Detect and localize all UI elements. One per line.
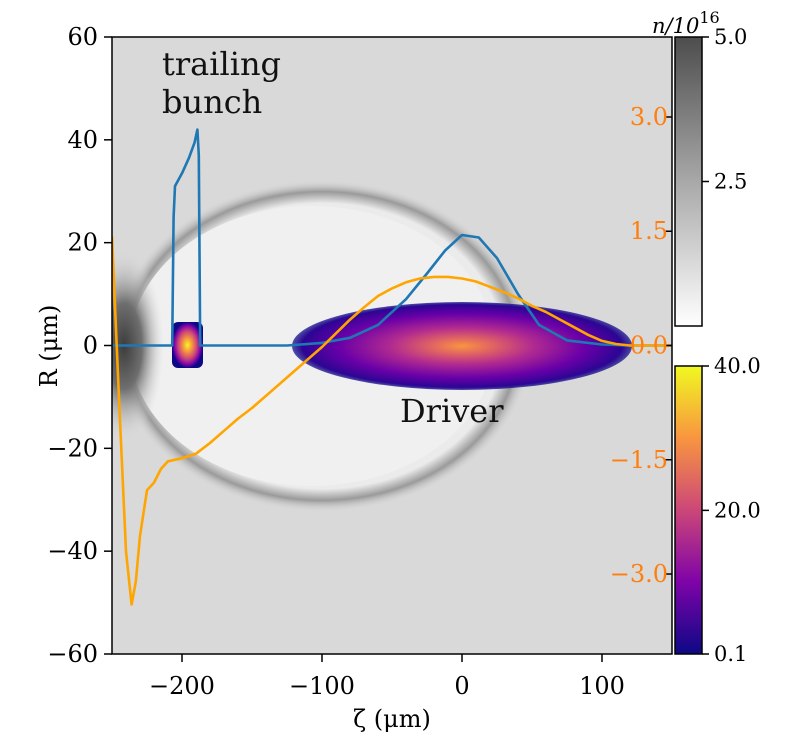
y-tick-label: −60 [47,640,98,668]
colorbar-tick-label: 5.0 [714,25,747,49]
colorbar-tick-label: 2.5 [714,170,747,194]
plot-area [112,37,672,654]
right-tick-label: 1.5 [630,217,668,245]
right-tick-label: 3.0 [630,103,668,131]
colorbar-tick-label: 20.0 [714,498,761,522]
series-line-1 [112,128,672,347]
density-colorbar [674,36,703,327]
x-axis-label: ζ (μm) [353,705,431,733]
line-series [112,128,672,606]
y-tick-label: 40 [67,126,98,154]
bunch-colorbar [674,365,703,655]
right-axis: 3.0 1.5 0.0 −1.5 −3.0 [610,103,672,588]
driver-label: Driver [400,392,504,430]
colorbar-ticks: 5.0 2.5 40.0 20.0 0.1 [702,25,761,666]
annotation-line: Driver [400,392,504,430]
annotation-line: trailing [162,45,281,83]
y-axis-label: R (μm) [35,305,63,388]
x-tick-label: −100 [289,672,355,700]
driver-bunch [292,302,632,390]
colorbar-tick-label: 0.1 [714,642,747,666]
y-axis: 60 40 20 0 −20 −40 −60 [47,23,112,668]
series-line-2 [112,236,672,606]
y-tick-label: −20 [47,434,98,462]
colorbar-tick-label: 40.0 [714,354,761,378]
y-tick-label: 0 [83,332,98,360]
trailing-bunch-density [172,322,203,368]
x-axis: −200 −100 0 100 [149,654,625,700]
right-tick-label: −3.0 [610,560,668,588]
trailing-bunch-label: trailing bunch [162,45,281,121]
annotation-line: bunch [162,83,262,121]
x-tick-label: −200 [149,672,215,700]
right-tick-label: −1.5 [610,446,668,474]
x-tick-label: 0 [454,672,469,700]
x-tick-label: 100 [579,672,625,700]
density-colorbar-title: n/1016 [652,8,720,38]
y-tick-label: 20 [67,229,98,257]
right-tick-label: 0.0 [630,332,668,360]
density-colorbar-title-base: n/10 [652,14,699,38]
y-tick-label: 60 [67,23,98,51]
y-tick-label: −40 [47,537,98,565]
density-colorbar-title-exp: 16 [699,8,719,27]
